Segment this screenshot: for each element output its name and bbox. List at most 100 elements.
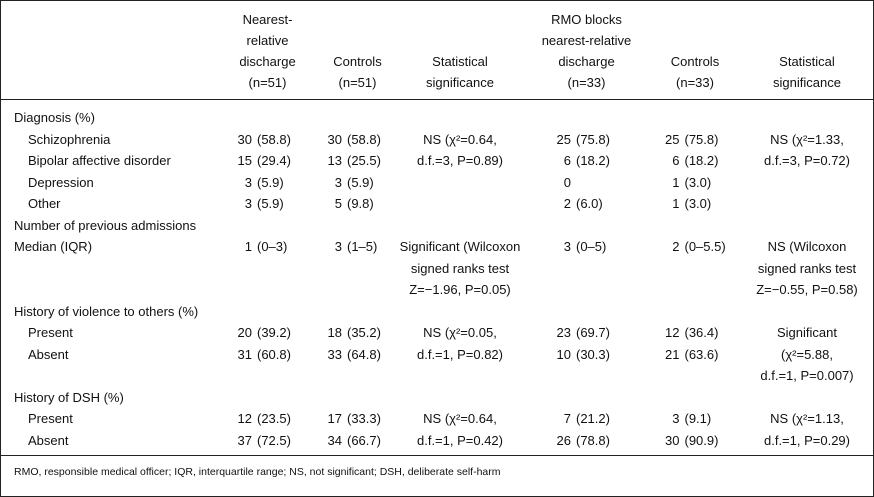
header-line: Nearest- [242,12,293,27]
header-line: (n=33) [567,75,606,90]
header-cell: Controls (n=51) [319,51,396,93]
row-label: Bipolar affective disorder [28,153,171,169]
table-footnote: RMO, responsible medical officer; IQR, i… [1,455,873,496]
table-cell: 1 (0–3) [244,239,288,255]
row-label: Depression [28,174,94,190]
table-cell: NS (χ²=0.64, [423,131,497,147]
table-cell: 3 (1–5) [334,239,378,255]
table-cell: 0 [563,174,571,190]
table-cell: 6 (18.2) [563,153,610,169]
header-line: (n=51) [338,75,377,90]
header-line: significance [426,75,494,90]
header-line: discharge [239,54,296,69]
table-cell: 12 (23.5) [237,411,291,427]
row-label: History of violence to others (%) [14,303,199,319]
table-cell: Significant [777,325,837,341]
table-header: Nearest-relative discharge (n=51) Controls (… [1,1,873,100]
table-cell: 3 (0–5) [563,239,607,255]
header-line: significance [773,75,841,90]
table-cell: d.f.=3, P=0.89) [416,153,503,169]
table-cell: 18 (35.2) [327,325,381,341]
row-label: Other [28,196,61,212]
header-cell: Statistical significance [741,51,873,93]
row-label: Absent [28,346,69,362]
header-line: Controls [670,54,720,69]
header-line: RMO blocks [551,12,622,27]
table-row: Schizophrenia 30 (58.8) 30 (58.8) NS (χ²=0.64… [1,129,873,151]
row-label: Schizophrenia [28,131,111,147]
table-cell: 3 (9.1) [672,411,712,427]
table-cell: 2 (6.0) [563,196,603,212]
row-label: History of DSH (%) [14,389,124,405]
row-label: Number of previous admissions [14,217,197,233]
table-cell: d.f.=1, P=0.42) [416,432,503,448]
table-cell: NS (Wilcoxon [767,239,847,255]
table-row: Present 12 (23.5) 17 (33.3) NS (χ²=0.64, 7 (21.… [1,408,873,430]
table-cell: 12 (36.4) [665,325,719,341]
table-cell: 1 (3.0) [672,174,712,190]
table-cell: 31 (60.8) [237,346,291,362]
table-cell: NS (χ²=0.05, [423,325,497,341]
table-cell: signed ranks test [757,260,857,276]
table-row: Other 3 (5.9) 5 (9.8) 2 (6.0) 1 (3.0) [1,193,873,215]
table-cell: (χ²=5.88, [781,346,833,362]
table-row: Present 20 (39.2) 18 (35.2) NS (χ²=0.05, 23 (69… [1,322,873,344]
header-cell: Statistical significance [396,51,524,93]
table-row: Bipolar affective disorder 15 (29.4) 13 (25.… [1,150,873,172]
footnote-text: RMO, responsible medical officer; IQR, i… [14,466,501,478]
header-line: Statistical [432,54,488,69]
table-row: Absent 37 (72.5) 34 (66.7) d.f.=1, P=0.42) 26(… [1,430,873,452]
table-cell: d.f.=1, P=0.29) [763,432,850,448]
header-line: nearest-relative [541,33,632,48]
table-cell: 13 (25.5) [327,153,381,169]
table-cell: Significant (Wilcoxon [399,239,521,255]
table-cell: 37 (72.5) [237,432,291,448]
table-cell: d.f.=3, P=0.72) [763,153,850,169]
table-cell: 33 (64.8) [327,346,381,362]
header-line: Controls [333,54,382,69]
table-cell: Z=−0.55, P=0.58) [756,282,858,298]
row-label: Present [28,325,73,341]
table-cell: 20 (39.2) [237,325,291,341]
table-cell: 5 (9.8) [334,196,374,212]
header-line: Statistical [779,54,835,69]
table-row: Absent 31 (60.8) 33 (64.8) d.f.=1, P=0.82) 10(… [1,344,873,366]
table-cell: 10 (30.3) [556,346,610,362]
header-cell: Controls (n=33) [649,51,741,93]
table-cell: 3 (5.9) [244,174,284,190]
table-cell: 25 (75.8) [556,131,610,147]
table-cell: 25 (75.8) [665,131,719,147]
table-cell: NS (χ²=0.64, [423,411,497,427]
table-row: signed ranks test signed ranks test [1,258,873,280]
table-row: History of violence to others (%) [1,301,873,323]
table-cell: d.f.=1, P=0.007) [760,368,854,384]
table-cell: NS (χ²=1.13, [770,411,844,427]
table-cell: NS (χ²=1.33, [770,131,844,147]
row-label: Diagnosis (%) [14,110,95,126]
row-label: Absent [28,432,69,448]
header-cell: Nearest-relative discharge (n=51) [216,9,319,93]
header-line: (n=33) [676,75,714,90]
table-body: Diagnosis (%) Schizophrenia 30 (58.8) 30 (58.… [1,100,873,455]
table-cell: 26 (78.8) [556,432,610,448]
row-label: Present [28,411,73,427]
table-row: History of DSH (%) [1,387,873,409]
table-row: Depression 3 (5.9) 3 (5.9) 0 1 (3.0) [1,172,873,194]
table-cell: 15 (29.4) [237,153,291,169]
table-cell: 17 (33.3) [327,411,381,427]
table-cell: 2 (0–5.5) [672,239,726,255]
table-cell: 3 (5.9) [244,196,284,212]
table-cell: 30 (58.8) [327,131,381,147]
table-cell: 7 (21.2) [563,411,610,427]
table-cell: 6 (18.2) [672,153,719,169]
table-row: Z=−1.96, P=0.05) Z=−0.55, P=0.58) [1,279,873,301]
table-cell: 1 (3.0) [672,196,712,212]
table-cell: 30 (58.8) [237,131,291,147]
table-cell: 21 (63.6) [665,346,719,362]
table-row: Number of previous admissions [1,215,873,237]
table-row: Median (IQR) 1 (0–3) 3 (1–5) Significant (Wil… [1,236,873,258]
row-label: Median (IQR) [14,239,93,255]
table-cell: 30 (90.9) [665,432,719,448]
table-cell: 23 (69.7) [556,325,610,341]
